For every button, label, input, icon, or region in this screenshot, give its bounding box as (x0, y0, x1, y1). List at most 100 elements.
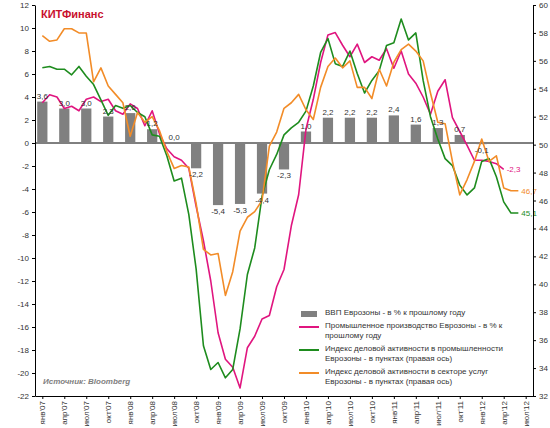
bar (323, 118, 333, 143)
line (42, 29, 518, 296)
y-tick-label: -8 (22, 231, 30, 240)
y-tick-mark (32, 258, 35, 259)
y-tick-mark (32, 281, 35, 282)
y-tick: -22 (17, 392, 35, 401)
y-tick-label: -14 (17, 300, 29, 309)
y2-tick-label: 36 (539, 336, 548, 345)
data-label: -4,4 (255, 196, 269, 205)
data-label: 45,1 (521, 209, 537, 218)
x-tick: окт'10 (368, 396, 377, 423)
y-tick-mark (32, 120, 35, 121)
y-tick-label: 10 (20, 24, 29, 33)
x-tick: апр'11 (412, 396, 421, 424)
y2-tick-label: 50 (539, 141, 548, 150)
x-tick-mark (306, 396, 307, 399)
bar (103, 117, 113, 143)
x-tick: апр'08 (148, 396, 157, 425)
x-tick-label: окт'07 (104, 400, 113, 423)
legend-icon (301, 311, 317, 317)
bar (411, 125, 421, 143)
x-tick-mark (240, 396, 241, 399)
legend-label: ВВП Еврозоны - в % к прошлому году (325, 308, 465, 317)
x-tick-mark (42, 396, 43, 399)
x-tick-label: июл'08 (170, 400, 179, 426)
legend-item: ВВП Еврозоны - в % к прошлому году (301, 308, 465, 317)
x-tick: июл'08 (170, 396, 179, 426)
x-tick-label: апр'11 (412, 400, 421, 424)
x-tick-label: янв'11 (390, 400, 399, 423)
x-tick-label: июл'10 (346, 400, 355, 426)
data-label: 2,2 (366, 108, 378, 117)
x-tick-mark (372, 396, 373, 399)
y2-tick: 40 (533, 280, 548, 289)
legend-item: Промышленное производство Еврозоны - в %… (299, 321, 503, 340)
y-tick-mark (32, 327, 35, 328)
legend-label-line: Индекс деловой активности в секторе услу… (325, 367, 488, 376)
y-tick-label: -16 (17, 323, 29, 332)
y2-tick: 54 (533, 85, 548, 94)
y-tick: 10 (20, 24, 35, 33)
x-tick-mark (328, 396, 329, 399)
y2-tick-mark (533, 33, 536, 34)
y2-tick-label: 46 (539, 197, 548, 206)
x-tick: апр'09 (236, 396, 245, 425)
y-tick-label: 2 (25, 116, 30, 125)
y-tick-mark (32, 51, 35, 52)
x-tick-label: апр'10 (324, 400, 333, 424)
x-tick: янв'08 (126, 396, 135, 424)
y-tick-mark (32, 5, 35, 6)
y2-tick-label: 48 (539, 169, 548, 178)
x-tick: янв'11 (390, 396, 399, 424)
bar (213, 143, 223, 205)
x-tick-label: июл'12 (522, 400, 531, 426)
y2-tick-label: 60 (539, 1, 548, 10)
y2-tick-label: 58 (539, 29, 548, 38)
bar (169, 143, 179, 144)
data-labels: 3,63,03,02,32,61,20,0-2,2-5,4-5,3-4,4-2,… (37, 92, 538, 218)
y-tick-label: -22 (17, 392, 29, 401)
x-tick: июл'07 (82, 396, 91, 426)
y-tick-label: -4 (22, 185, 30, 194)
legend-label: Промышленное производство Еврозоны - в %… (325, 321, 503, 340)
y2-tick: 42 (533, 252, 548, 261)
y-tick-label: -12 (17, 277, 29, 286)
y2-tick-label: 42 (539, 252, 548, 261)
y2-tick: 48 (533, 169, 548, 178)
x-tick-mark (526, 396, 527, 399)
x-tick-mark (218, 396, 219, 399)
x-tick-label: апр'07 (60, 400, 69, 424)
y-tick-label: -6 (22, 208, 30, 217)
bar-series (37, 102, 487, 206)
bar (37, 102, 47, 143)
bar (81, 109, 91, 144)
x-tick: апр'12 (500, 396, 509, 425)
data-label: -2,3 (507, 165, 521, 174)
x-tick-mark (108, 396, 109, 399)
y-tick: -14 (17, 300, 35, 309)
y-axis-line (35, 6, 36, 397)
y2-tick-mark (533, 173, 536, 174)
y2-tick-mark (533, 61, 536, 62)
x-tick: апр'07 (60, 396, 69, 425)
x-tick-label: янв'08 (126, 400, 135, 424)
data-label: 3,0 (59, 99, 71, 108)
legend-label-line: Промышленное производство Еврозоны - в %… (325, 321, 503, 330)
x-tick-mark (130, 396, 131, 399)
y2-tick: 34 (533, 364, 548, 373)
y2-tick-label: 38 (539, 308, 548, 317)
x-tick-label: окт'08 (192, 400, 201, 423)
bar (477, 143, 487, 144)
legend-icon (299, 349, 319, 351)
x-tick-label: июл'11 (434, 400, 443, 425)
x-tick: апр'10 (324, 396, 333, 425)
y2-tick: 58 (533, 29, 548, 38)
x-tick: июл'11 (434, 396, 443, 426)
y2-tick-mark (533, 117, 536, 118)
y-tick: -4 (22, 185, 35, 194)
y2-tick-label: 56 (539, 57, 548, 66)
x-tick: июл'09 (258, 396, 267, 426)
y-tick: -20 (17, 369, 35, 378)
x-tick: июл'12 (522, 396, 531, 426)
data-label: 1,6 (410, 115, 422, 124)
x-tick-mark (504, 396, 505, 399)
